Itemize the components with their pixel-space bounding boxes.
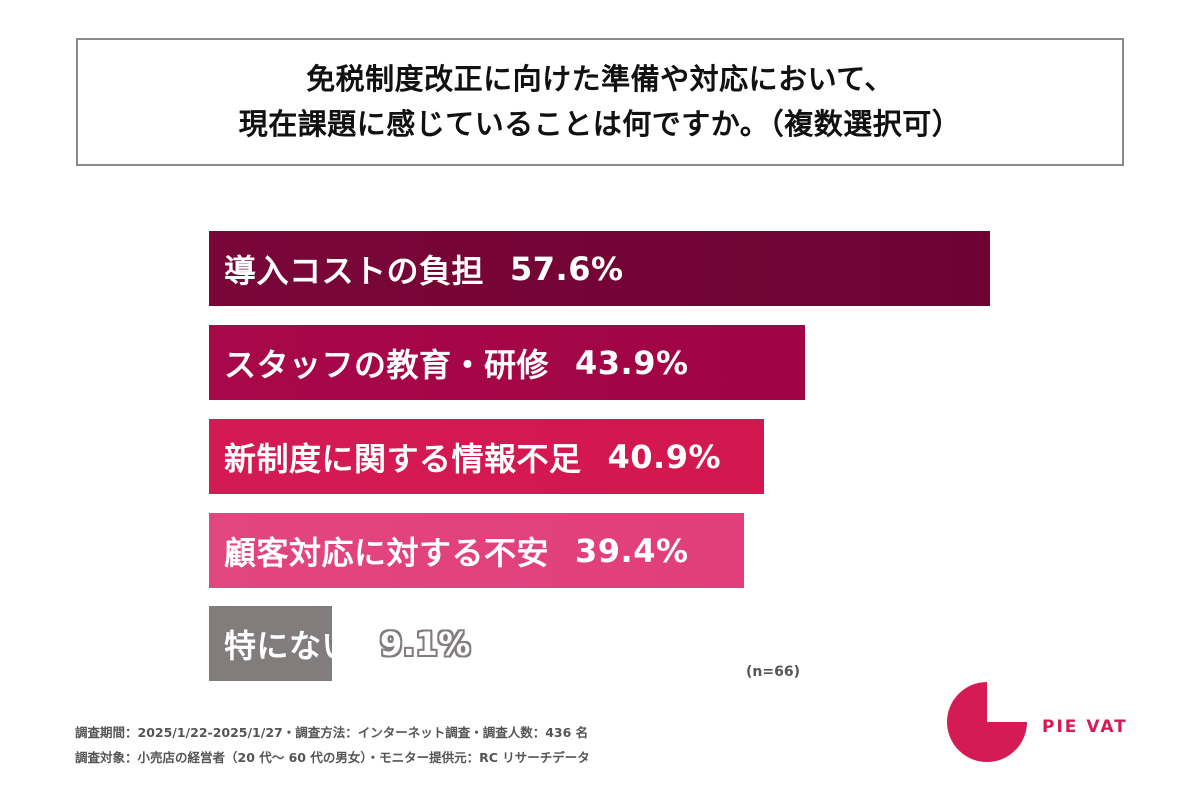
bar-label-group: 特にない 9.1% xyxy=(224,606,471,681)
bar-label: 導入コストの負担 xyxy=(224,251,485,290)
bar-label-group: スタッフの教育・研修 43.9% xyxy=(224,325,689,400)
bar-label-group: 新制度に関する情報不足 40.9% xyxy=(224,419,721,494)
title-line-1: 免税制度改正に向けた準備や対応において、 xyxy=(306,62,894,96)
bar-value: 57.6% xyxy=(510,249,624,288)
bar-label: 顧客対応に対する不安 xyxy=(224,533,550,572)
footer-survey-target: 調査対象：小売店の経営者（20 代～ 60 代の男女）・モニター提供元：RC リ… xyxy=(75,750,590,765)
bar-label: 特にない xyxy=(224,626,355,665)
bar-cost-burden xyxy=(209,231,990,306)
bar-label-group: 顧客対応に対する不安 39.4% xyxy=(224,513,689,588)
bar-value: 40.9% xyxy=(607,437,722,476)
bar-staff-training xyxy=(209,325,805,400)
pie-logo-icon xyxy=(947,682,1027,762)
bar-customer-anxiety xyxy=(209,513,744,588)
brand-name: PIE VAT xyxy=(1042,717,1128,737)
footer-survey-period: 調査期間：2025/1/22-2025/1/27・調査方法：インターネット調査・… xyxy=(75,725,589,740)
bar-label-group: 導入コストの負担 57.6% xyxy=(224,231,624,306)
bar-info-shortage xyxy=(209,419,764,494)
bar-label: 新制度に関する情報不足 xyxy=(224,439,582,478)
bar-value: 43.9% xyxy=(575,343,689,382)
sample-size: (n=66) xyxy=(746,664,800,680)
bar-value: 9.1% xyxy=(380,624,471,663)
question-title-box: 免税制度改正に向けた準備や対応において、 現在課題に感じていることは何ですか。（… xyxy=(76,38,1124,166)
bar-label: スタッフの教育・研修 xyxy=(224,345,550,384)
title-line-2: 現在課題に感じていることは何ですか。（複数選択可） xyxy=(238,107,962,141)
bar-value: 39.4% xyxy=(575,531,689,570)
bar-nothing-in-particular xyxy=(209,606,332,681)
